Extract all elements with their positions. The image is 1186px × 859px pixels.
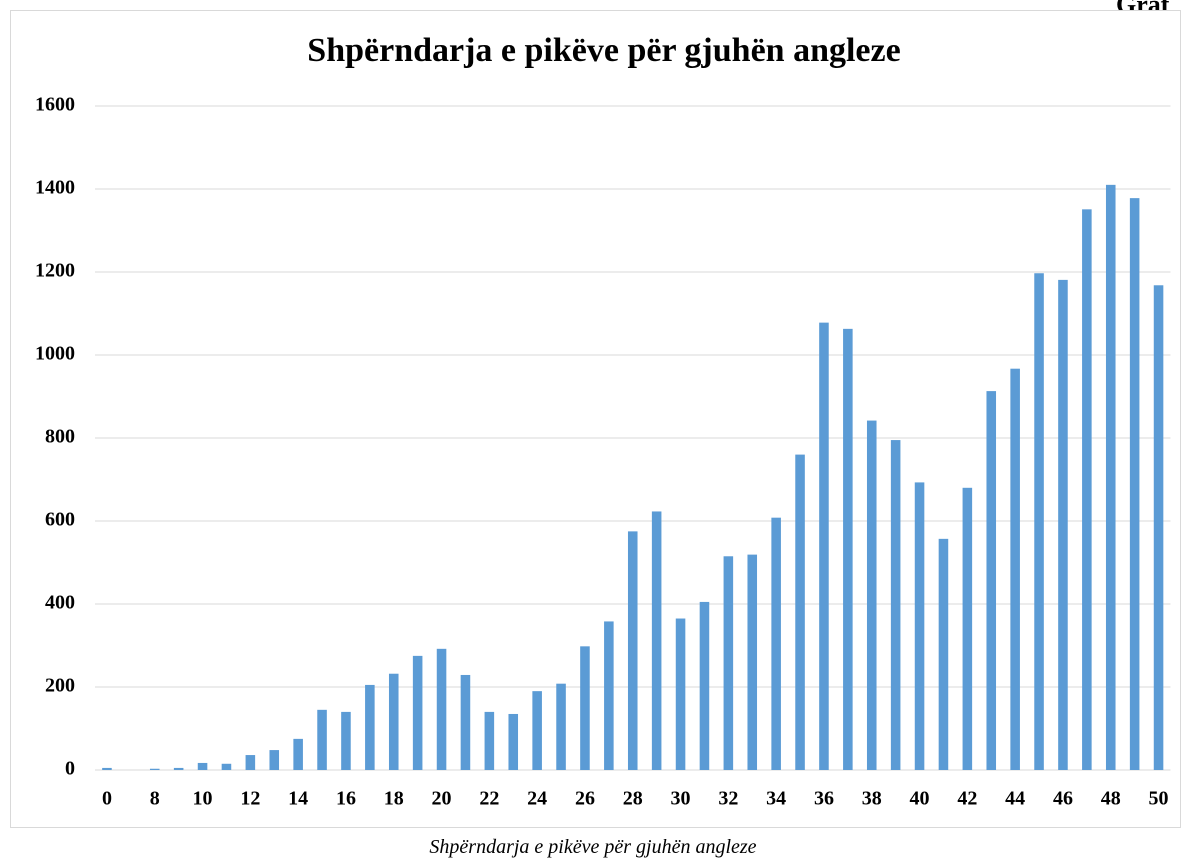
bar [436,648,447,770]
bar [914,482,925,770]
x-tick-label: 32 [718,788,738,810]
bar [866,420,877,770]
bar [1082,209,1092,770]
y-tick-label: 200 [45,675,75,697]
bar [293,738,303,770]
x-tick-label: 18 [384,788,404,810]
y-tick-label: 800 [45,426,75,448]
bar [388,673,399,770]
bar [675,618,686,770]
bar [1034,273,1044,770]
x-tick-label: 26 [575,788,595,810]
x-tick-label: 28 [623,788,643,810]
bar [747,554,758,770]
bar [412,655,423,770]
bar [699,601,710,770]
bar [173,767,184,770]
bar [102,767,112,770]
bar [604,621,614,770]
bar [1058,279,1068,770]
bar [460,674,471,770]
y-tick-label: 1000 [35,343,75,365]
bar [962,487,973,770]
bar [986,391,997,770]
x-tick-label: 14 [288,788,308,810]
bar [556,683,566,770]
bar [843,328,853,770]
y-tick-label: 600 [45,509,75,531]
bar [365,684,375,770]
x-tick-label: 8 [150,788,160,810]
bar [269,750,280,770]
bar [221,763,232,770]
bar [149,768,160,770]
x-tick-label: 10 [193,788,213,810]
x-tick-label: 24 [527,788,547,810]
x-tick-label: 16 [336,788,356,810]
bar [627,531,638,770]
bar [771,517,781,770]
bar [532,691,542,770]
x-tick-label: 12 [240,788,260,810]
y-tick-label: 1600 [35,94,75,116]
bar [197,762,208,770]
bar [1105,184,1116,771]
x-tick-label: 50 [1149,788,1169,810]
y-tick-label: 0 [65,758,75,780]
bar [341,711,351,770]
bar [1153,285,1164,770]
y-tick-label: 1200 [35,260,75,282]
bar [317,709,327,770]
bar [484,711,495,770]
x-tick-label: 40 [910,788,930,810]
bar [890,440,901,770]
bar [1010,368,1020,770]
x-tick-label: 34 [766,788,786,810]
bar [1129,198,1140,770]
bar [508,713,519,770]
x-tick-label: 38 [862,788,882,810]
bar [651,511,662,770]
chart-border [10,10,1181,828]
x-tick-label: 48 [1101,788,1121,810]
x-tick-label: 46 [1053,788,1073,810]
chart-title: Shpërndarja e pikëve për gjuhën angleze [307,32,900,69]
bar [723,556,734,770]
x-tick-label: 20 [432,788,452,810]
x-tick-label: 0 [102,788,112,810]
bar [795,454,805,770]
x-tick-label: 36 [814,788,834,810]
y-tick-label: 400 [45,592,75,614]
x-tick-label: 44 [1005,788,1025,810]
x-tick-label: 22 [479,788,499,810]
x-tick-label: 30 [671,788,691,810]
x-tick-label: 42 [957,788,977,810]
bar [245,755,256,770]
chart: Shpërndarja e pikëve për gjuhën angleze … [10,10,1181,828]
bar [580,646,590,770]
bar [938,538,949,770]
bar [819,322,829,770]
caption: Shpërndarja e pikëve për gjuhën angleze [429,836,757,858]
y-tick-label: 1400 [35,177,75,199]
